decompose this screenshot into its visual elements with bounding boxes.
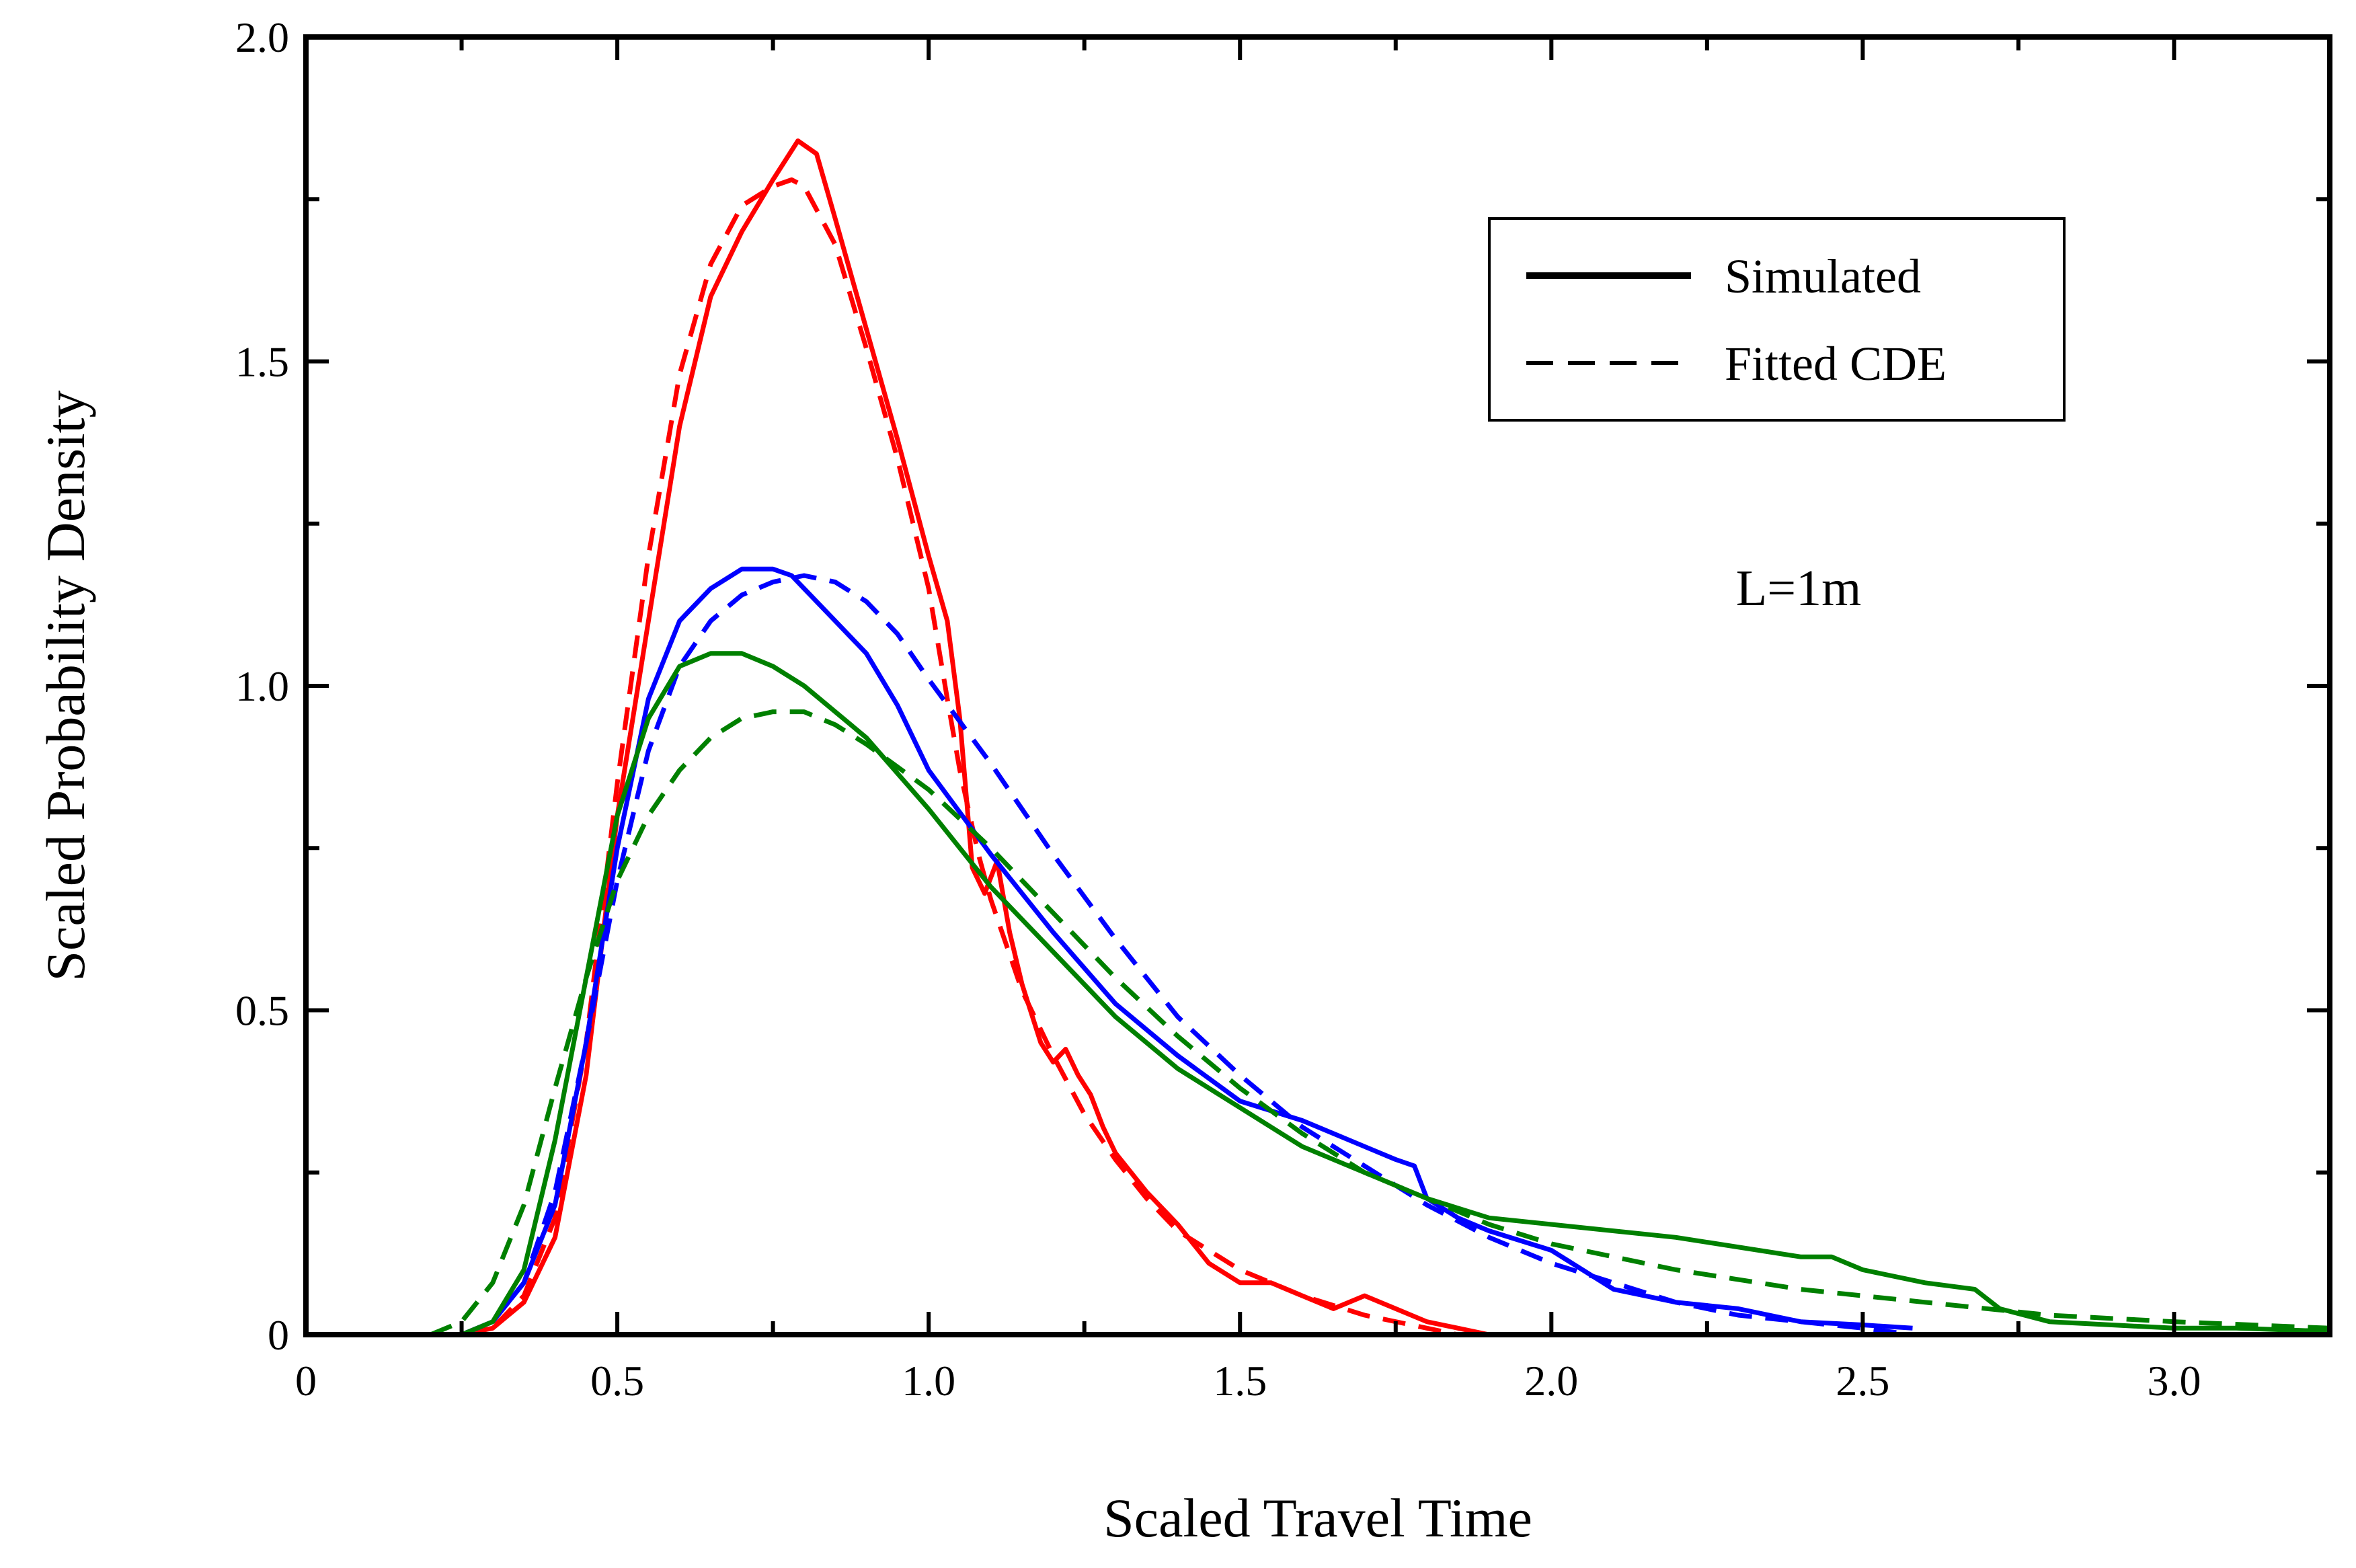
series-layer [429,138,2330,1337]
x-tick-label: 2.5 [1836,1357,1889,1405]
y-tick-label: 2.0 [235,13,289,61]
legend: Simulated Fitted CDE [1488,217,2066,422]
x-tick-label: 2.0 [1524,1357,1578,1405]
series-line-blue-simulated [461,566,1913,1337]
series-line-red-fitted [461,177,1459,1337]
y-tick-label: 1.5 [235,338,289,386]
y-tick-label: 1.0 [235,662,289,710]
y-tick-label: 0 [268,1311,289,1359]
legend-label-simulated: Simulated [1725,249,1921,303]
legend-box [1488,217,2066,422]
series-line-blue-fitted [461,573,1913,1337]
x-axis-title: Scaled Travel Time [1103,1487,1532,1549]
ticks-layer: 0 0.5 1.0 1.5 2.0 2.5 3.0 0 0.5 1.0 1.5 2.0 [235,13,2330,1405]
y-tick-label: 0.5 [235,987,289,1035]
series-line-green-fitted [429,709,2330,1337]
x-tick-label: 1.5 [1213,1357,1267,1405]
x-tick-label: 1.0 [902,1357,955,1405]
series-line-green-simulated [461,651,2330,1337]
x-tick-label: 3.0 [2147,1357,2201,1405]
legend-label-fitted-cde: Fitted CDE [1725,337,1947,391]
x-tick-label: 0.5 [590,1357,644,1405]
y-axis-title: Scaled Probability Density [35,390,96,981]
x-tick-label: 0 [295,1357,317,1405]
annotation-length: L=1m [1736,560,1861,617]
